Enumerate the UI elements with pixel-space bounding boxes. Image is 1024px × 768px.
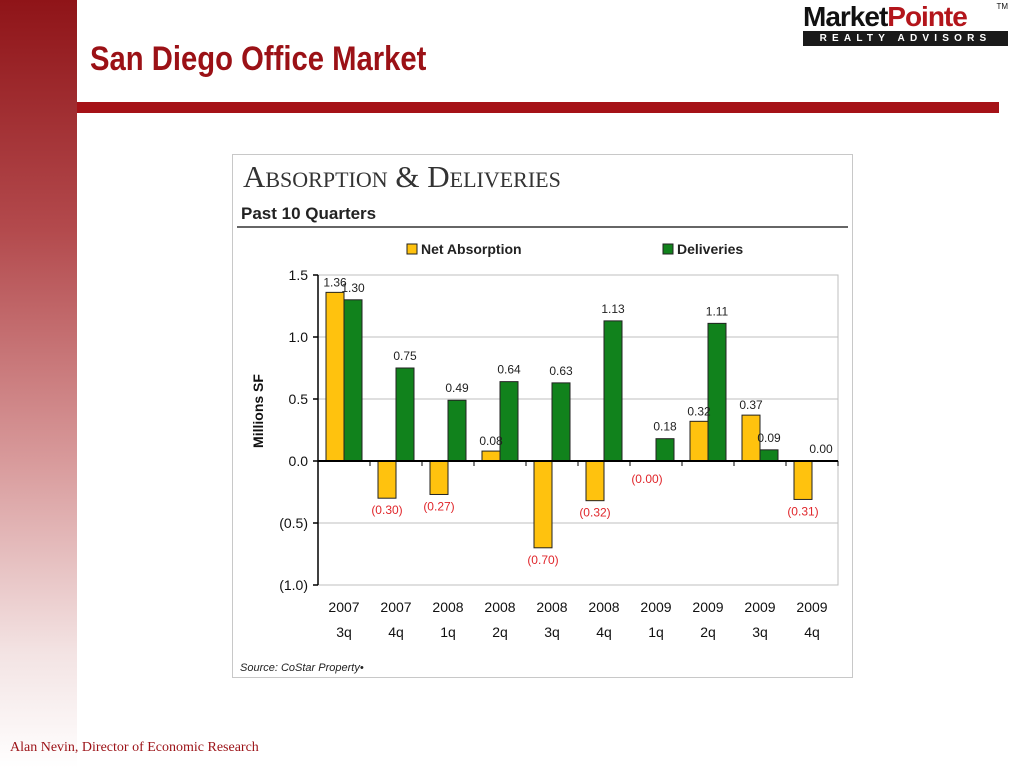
x-tick-label-quarter: 4q [804,624,820,640]
bar-net-absorption [325,291,345,462]
data-label-deliveries: 1.30 [341,281,365,295]
legend-label-deliveries: Deliveries [677,241,743,257]
data-label-deliveries: 1.11 [706,304,729,318]
legend-swatch-deliveries [662,243,674,255]
data-label-deliveries: 0.75 [393,349,417,363]
x-tick-label-year: 2009 [692,599,723,615]
chart-source: Source: CoStar Property• [240,662,364,674]
x-tick-label-quarter: 4q [596,624,612,640]
data-label-net-absorption: (0.70) [527,553,558,567]
data-label-net-absorption: (0.27) [423,499,454,513]
data-label-net-absorption: 0.37 [739,398,763,412]
data-label-deliveries: 0.49 [445,381,469,395]
x-tick-label-year: 2009 [744,599,775,615]
logo-word-market: Market [803,1,888,32]
logo-trademark: TM [996,2,1008,11]
footer-author: Alan Nevin, Director of Economic Researc… [10,740,259,755]
legend-swatch-net-absorption [406,243,418,255]
side-gradient-bar [0,0,77,768]
bar-deliveries [343,299,363,462]
y-tick-label: (1.0) [279,577,308,593]
bar-deliveries [499,381,519,462]
data-label-net-absorption: (0.30) [371,503,402,517]
data-label-deliveries: 1.13 [601,302,625,316]
bar-net-absorption [481,450,501,462]
absorption-deliveries-chart: Absorption & Deliveries Past 10 Quarters… [237,159,848,674]
data-label-net-absorption: (0.00) [631,472,662,486]
logo-wordmark: MarketPointe [803,2,1008,32]
x-tick-label-year: 2008 [484,599,515,615]
bar-deliveries [707,322,727,462]
x-tick-label-quarter: 3q [752,624,768,640]
data-label-net-absorption: 0.08 [479,434,503,448]
data-label-deliveries: 0.18 [653,420,677,434]
slide-title: San Diego Office Market [90,40,427,78]
x-tick-label-year: 2008 [432,599,463,615]
bar-deliveries [759,449,779,462]
chart-frame: Absorption & Deliveries Past 10 Quarters… [232,154,853,678]
x-tick-label-year: 2009 [640,599,671,615]
data-label-net-absorption: (0.32) [579,506,610,520]
marketpointe-logo: MarketPointe TM REALTY ADVISORS [803,2,1008,46]
y-axis-label: Millions SF [250,374,266,448]
data-label-net-absorption: 1.36 [323,275,347,289]
chart-subtitle: Past 10 Quarters [241,204,376,223]
x-tick-label-year: 2007 [328,599,359,615]
x-tick-label-year: 2008 [588,599,619,615]
data-label-deliveries: 0.09 [757,431,781,445]
axis-layer: 1.5 1.0 0.5 0.0 (0.5) (1.0) 2007 3q 2007 4q 2008 1q… [279,267,839,640]
data-label-deliveries: 0.63 [549,364,573,378]
bar-deliveries [603,320,623,462]
data-label-deliveries: 0.00 [809,442,833,456]
x-tick-label-quarter: 4q [388,624,404,640]
data-label-net-absorption: (0.31) [787,504,818,518]
y-tick-label: 1.0 [289,329,309,345]
y-tick-label: 0.5 [289,391,309,407]
y-tick-label: (0.5) [279,515,308,531]
y-tick-label: 1.5 [289,267,309,283]
bar-deliveries [551,382,571,462]
x-tick-label-year: 2007 [380,599,411,615]
logo-word-pointe: Pointe [887,1,968,32]
x-tick-label-quarter: 2q [700,624,716,640]
x-tick-label-quarter: 3q [544,624,560,640]
x-tick-label-quarter: 2q [492,624,508,640]
data-labels-layer: 1.361.30 (0.30) 0.75 (0.27) 0.49 0.08 0.64 (0.7… [323,275,833,566]
x-tick-label-year: 2009 [796,599,827,615]
bar-net-absorption [793,460,813,500]
x-tick-label-year: 2008 [536,599,567,615]
bar-net-absorption [585,460,605,502]
bar-deliveries [655,438,675,462]
bar-net-absorption [377,460,397,499]
chart-title: Absorption & Deliveries [243,159,561,194]
data-label-deliveries: 0.64 [497,363,521,377]
bar-net-absorption [689,420,709,462]
x-tick-label-quarter: 1q [440,624,456,640]
bar-deliveries [447,399,467,462]
x-tick-label-quarter: 3q [336,624,352,640]
bars-layer [325,291,813,549]
bar-net-absorption [429,460,449,495]
title-rule [77,102,999,113]
bar-deliveries [395,367,415,462]
x-tick-label-quarter: 1q [648,624,664,640]
bar-net-absorption [533,460,553,549]
y-tick-label: 0.0 [289,453,309,469]
data-label-net-absorption: 0.32 [687,404,711,418]
logo-tagline: REALTY ADVISORS [803,31,1008,46]
legend-label-net-absorption: Net Absorption [421,241,522,257]
